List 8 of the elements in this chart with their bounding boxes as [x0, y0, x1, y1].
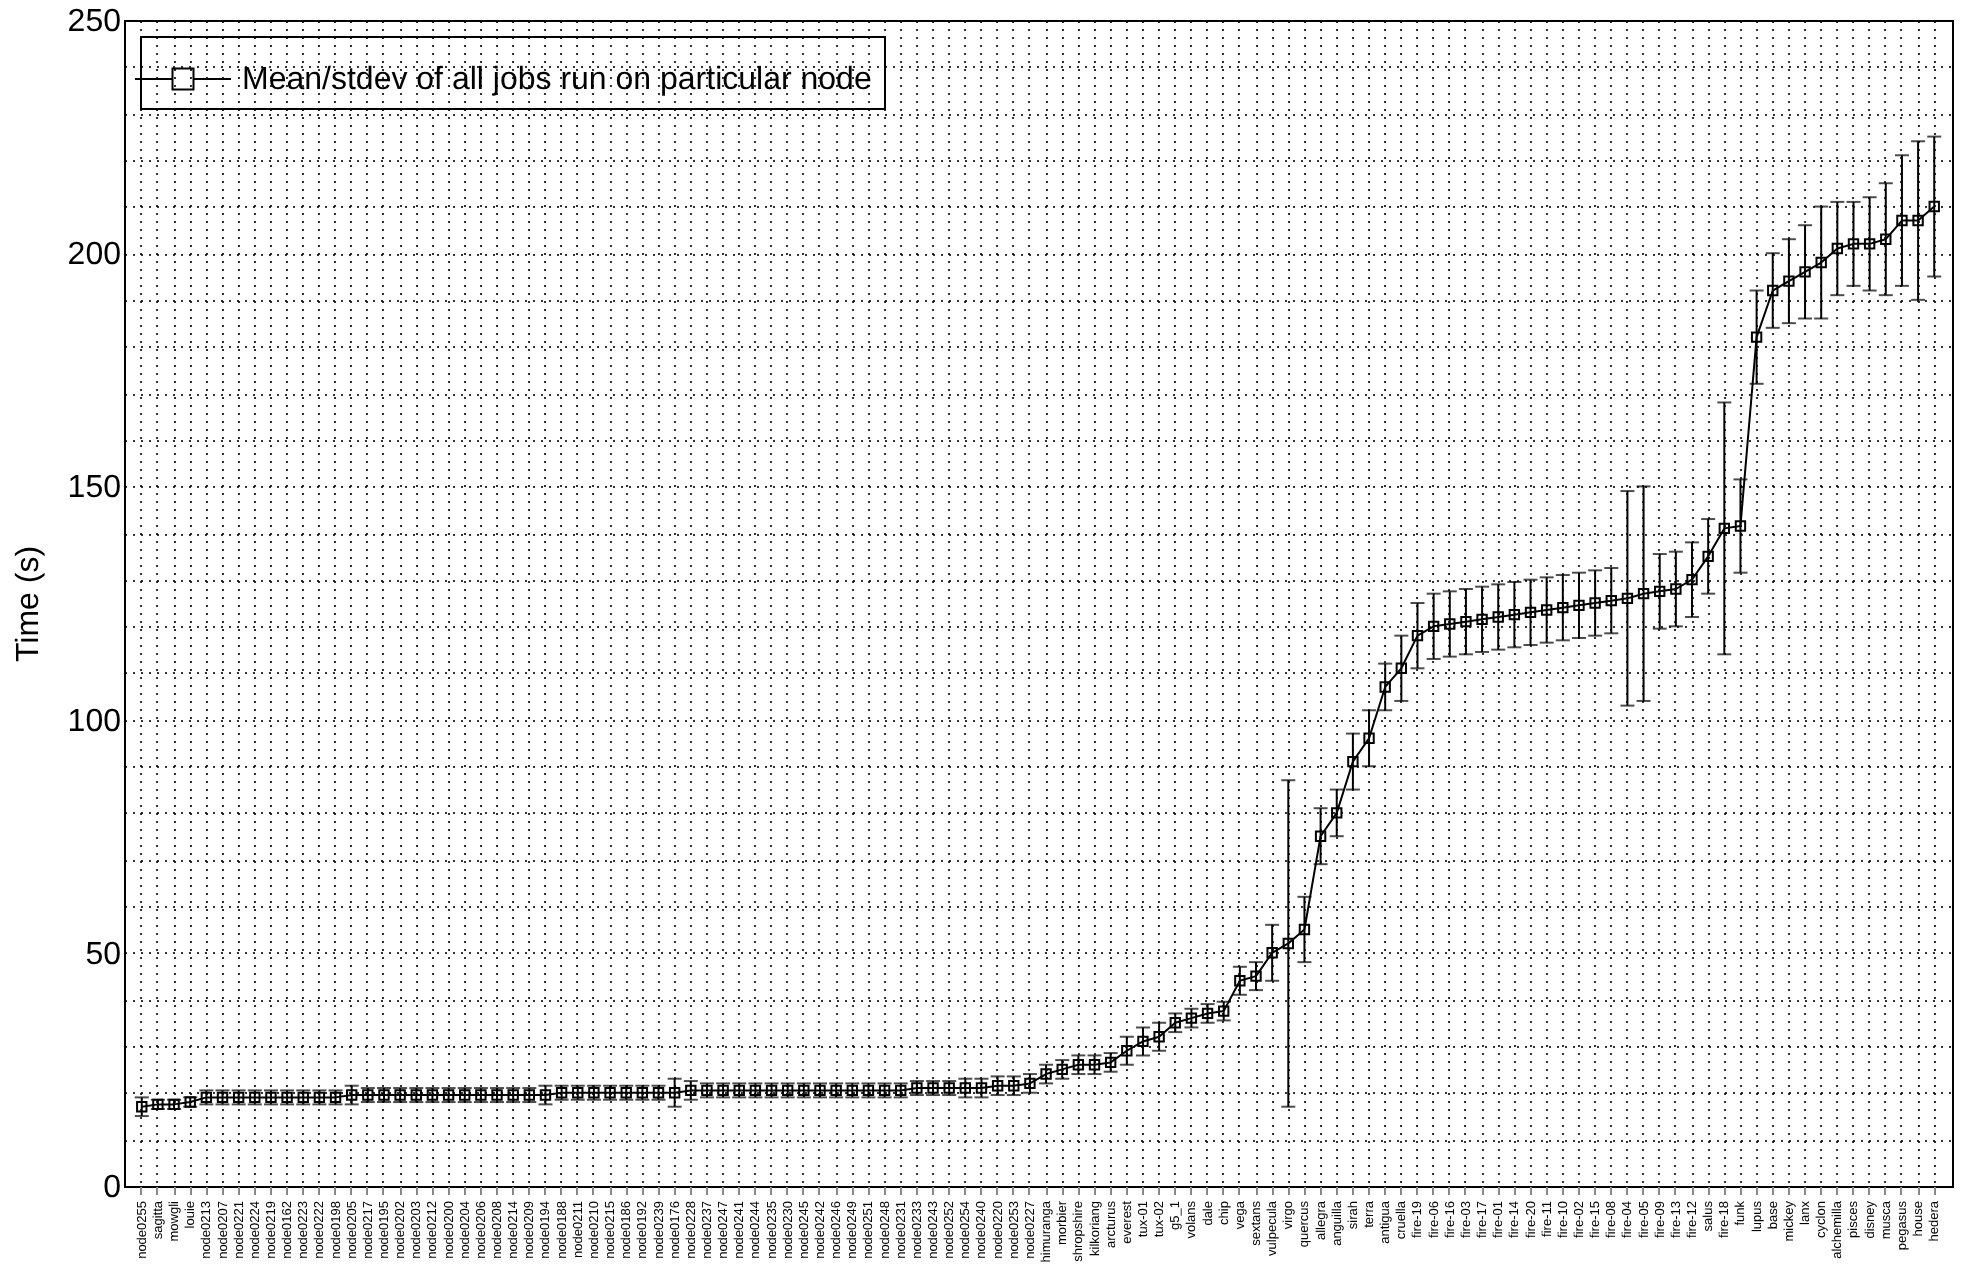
y-tick-label: 200 — [67, 238, 122, 273]
y-tick-label: 100 — [67, 704, 122, 739]
legend-label: Mean/stdev of all jobs run on particular node — [242, 63, 872, 97]
y-axis-title: Time (s) — [11, 545, 46, 663]
y-tick-label: 50 — [85, 937, 122, 972]
y-tick-label: 150 — [67, 471, 122, 506]
y-tick-label: 0 — [103, 1171, 122, 1205]
y-tick-label: 250 — [67, 5, 122, 39]
